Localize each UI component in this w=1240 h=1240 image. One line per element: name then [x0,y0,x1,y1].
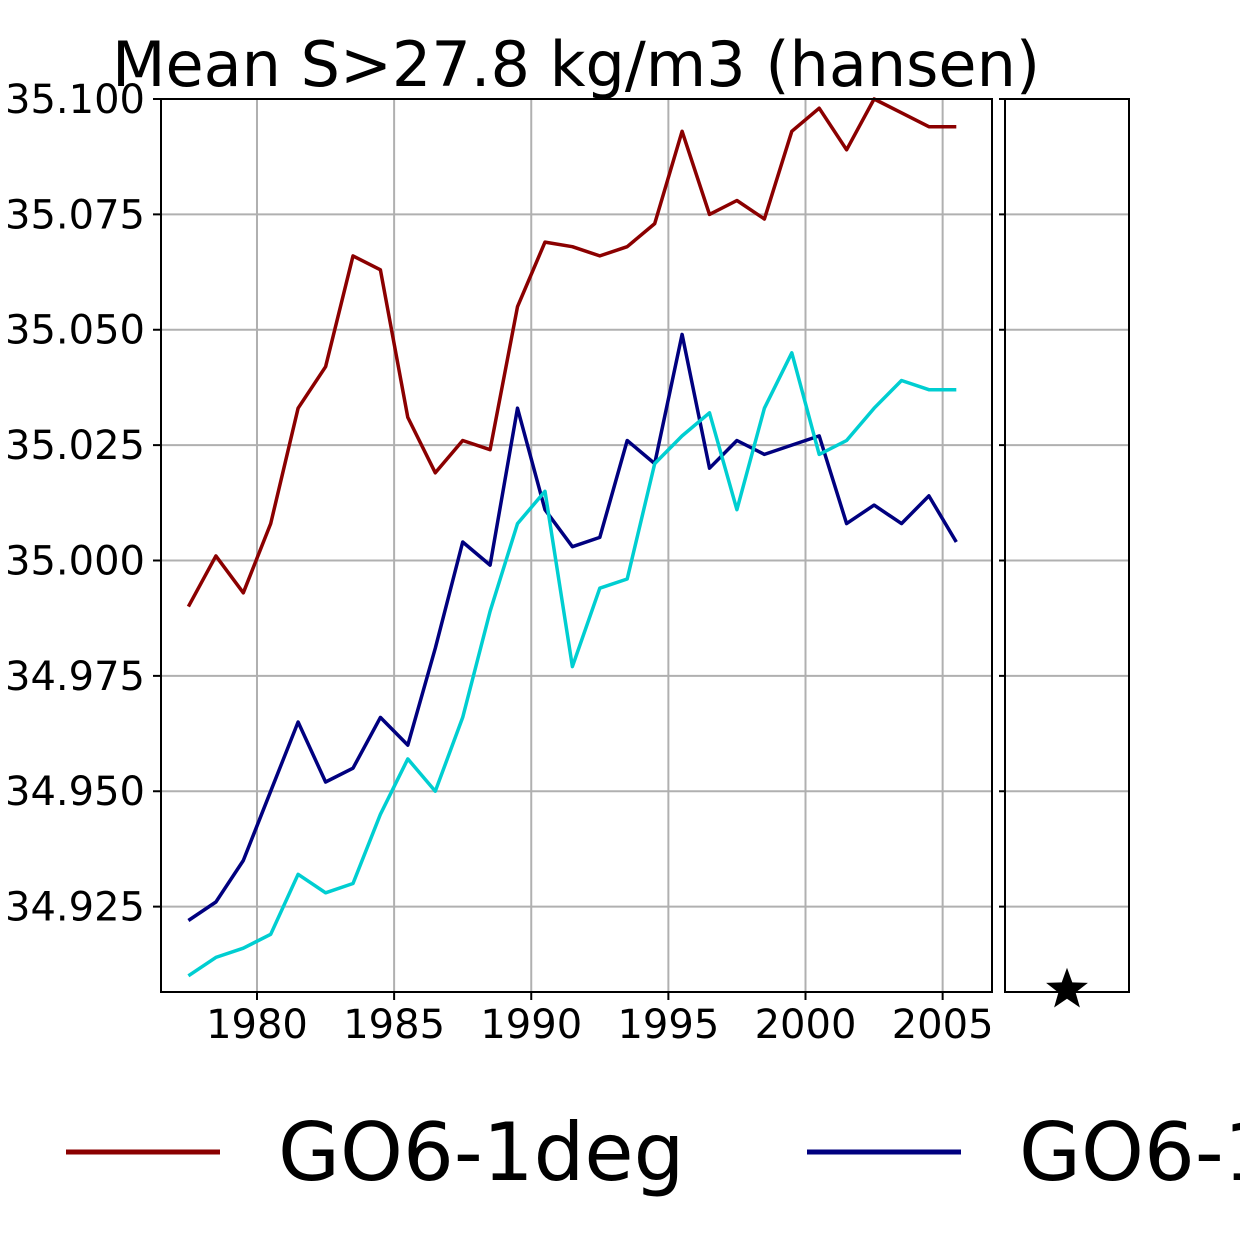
y-tick-label-35.025: 35.025 [5,423,145,469]
y-axis-ticks: 34.925 34.950 34.975 35.000 35.025 35.050 35.0… [5,77,1005,931]
main-plot-frame [160,98,993,993]
y-tick-label-35.075: 35.075 [5,192,145,238]
main-series-group [186,97,958,978]
x-tick-label-1995: 1995 [617,1002,719,1048]
y-tick-label-34.975: 34.975 [5,654,145,700]
side-panel-grid [1005,98,1129,908]
legend-label-GO6-1: GO6-1 [1019,1106,1240,1199]
y-tick-label-35.100: 35.100 [5,77,145,123]
y-tick-label-35.000: 35.000 [5,538,145,584]
x-tick-label-2000: 2000 [755,1002,857,1048]
y-tick-label-35.050: 35.050 [5,308,145,354]
x-axis-ticks: 1980 1985 1990 1995 2000 2005 [206,992,994,1048]
star-marker [1046,967,1088,1008]
legend: GO6-1deg GO6-1 [66,1106,1240,1199]
series-line-GO6-1 [187,332,958,922]
series-line-series-3 [187,351,957,978]
x-tick-label-1990: 1990 [480,1002,582,1048]
y-tick-label-34.925: 34.925 [5,885,145,931]
side-panel-marker [1046,967,1088,1008]
side-panel-frame [1004,98,1130,993]
x-tick-label-2005: 2005 [892,1002,994,1048]
y-tick-label-34.950: 34.950 [5,769,145,815]
x-tick-label-1985: 1985 [343,1002,445,1048]
series-line-GO6-1deg [186,97,957,608]
legend-label-GO6-1deg: GO6-1deg [278,1106,684,1199]
chart-title: Mean S>27.8 kg/m3 (hansen) [112,28,1040,101]
x-tick-label-1980: 1980 [206,1002,308,1048]
